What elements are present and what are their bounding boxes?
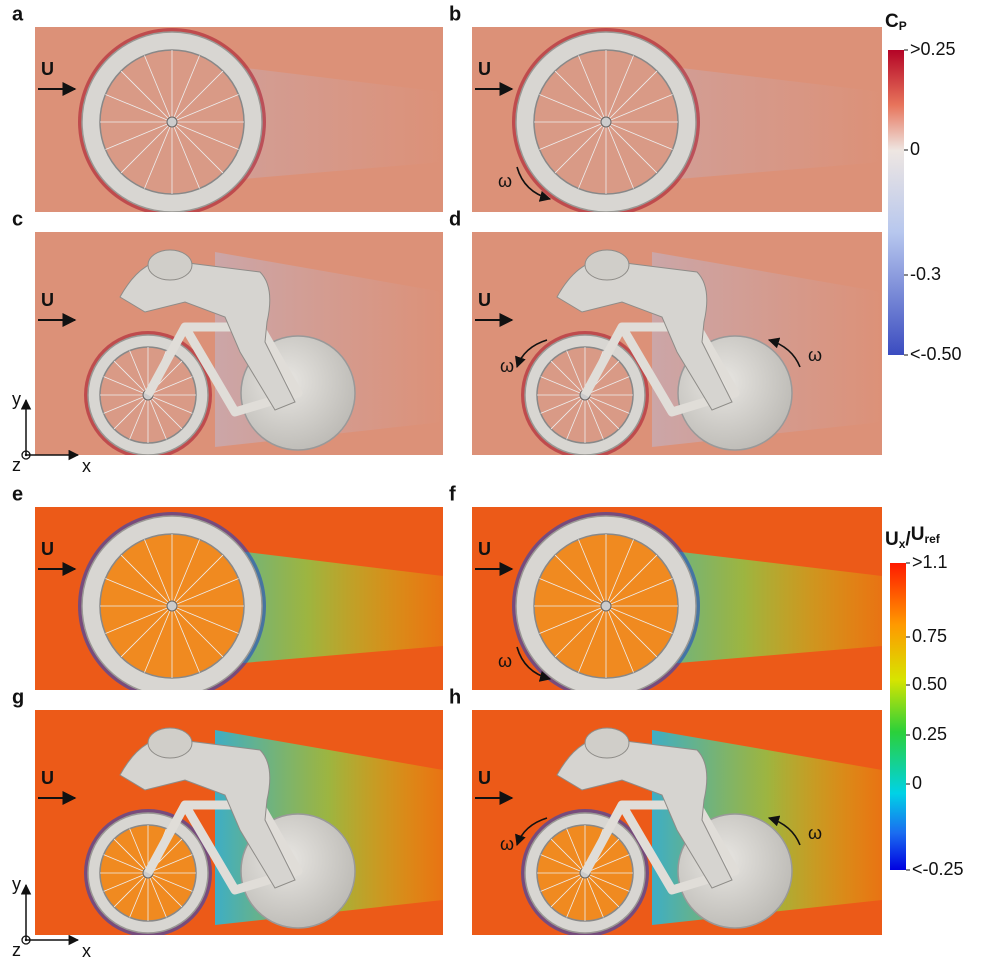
rotation-label: ω [808,345,822,365]
colorbar-tick-label: -0.3 [910,264,941,284]
helmet [585,728,629,758]
flow-label: U [41,290,54,310]
panel: d Uω ω [449,208,882,459]
panel: gU [12,686,443,937]
panel-field [472,27,882,216]
rotation-label: ω [500,356,514,376]
x-label: x [82,941,91,958]
helmet [148,728,192,758]
panel: aU [12,3,443,216]
flow-label: U [478,59,491,79]
title-part: ref [924,532,940,546]
panel: h Uω ω [449,686,882,937]
y-label: y [12,389,21,409]
flow-label: U [478,539,491,559]
title-part: U [885,529,899,550]
panel: eU [12,483,443,700]
flow-label: U [478,768,491,788]
rotation-label: ω [808,823,822,843]
colorbar [888,50,904,355]
panel-label: b [449,3,461,25]
colorbar-tick-label: 0 [912,773,922,793]
title-part: U [911,524,925,545]
panel: f Uω [449,483,882,700]
rotation-label: ω [498,651,512,671]
z-label: z [12,455,21,475]
figure: aUbUωcUdUωωeUfUωgUhUωωCP>0.250-0.3<-0.50… [0,0,986,958]
x-label: x [82,456,91,476]
panel-label: h [449,686,461,708]
colorbar-tick-label: 0 [910,139,920,159]
y-label: y [12,874,21,894]
panel-field [35,232,443,459]
title-part: C [885,11,899,32]
panel-field [35,710,443,937]
hub [601,601,611,611]
flow-label: U [41,768,54,788]
helmet [148,250,192,280]
colorbar-title: Ux/Uref [885,524,941,551]
colorbar-tick-label: 0.25 [912,724,947,744]
panel-label: d [449,208,461,230]
colorbar-tick-label: 0.75 [912,626,947,646]
panel-field [35,507,443,700]
panel-label: g [12,686,24,708]
hub [601,117,611,127]
panel-label: f [449,483,456,505]
flow-label: U [41,539,54,559]
hub [167,117,177,127]
colorbar-title: CP [885,11,907,33]
hub [167,601,177,611]
panel-label: a [12,3,24,25]
colorbar-tick-label: <-0.50 [910,344,962,364]
colorbar-tick-label: 0.50 [912,674,947,694]
title-part: P [899,19,907,33]
panel: b Uω [449,3,882,216]
z-label: z [12,940,21,958]
flow-label: U [478,290,491,310]
colorbar [890,563,906,870]
panel-label: c [12,208,23,230]
flow-label: U [41,59,54,79]
panel-label: e [12,483,23,505]
rotation-label: ω [498,171,512,191]
helmet [585,250,629,280]
panel-field [35,27,443,216]
colorbar-tick-label: <-0.25 [912,859,964,879]
rotation-label: ω [500,834,514,854]
colorbar-tick-label: >1.1 [912,552,948,572]
panel: cU [12,208,443,459]
colorbar-tick-label: >0.25 [910,39,956,59]
